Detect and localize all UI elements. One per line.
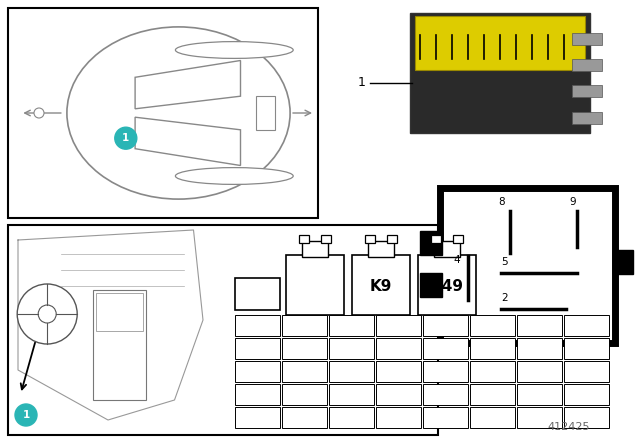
Bar xyxy=(564,361,609,382)
Bar xyxy=(564,407,609,428)
Bar xyxy=(282,315,327,336)
Bar xyxy=(418,255,476,315)
Bar xyxy=(423,315,468,336)
Text: 412425: 412425 xyxy=(547,422,590,432)
Bar xyxy=(376,407,421,428)
Bar xyxy=(517,315,562,336)
Bar xyxy=(282,361,327,382)
Bar xyxy=(564,384,609,405)
Bar xyxy=(410,13,590,133)
Text: K49: K49 xyxy=(431,279,463,294)
Bar xyxy=(329,361,374,382)
Circle shape xyxy=(38,305,56,323)
Bar xyxy=(365,235,375,243)
Bar xyxy=(440,188,615,343)
Bar xyxy=(96,293,143,332)
Bar xyxy=(235,361,280,382)
Circle shape xyxy=(17,284,77,344)
Bar xyxy=(368,241,394,257)
Bar xyxy=(376,384,421,405)
Bar xyxy=(235,407,280,428)
Bar xyxy=(572,59,602,71)
Bar xyxy=(420,232,442,255)
Bar xyxy=(329,407,374,428)
Bar xyxy=(423,361,468,382)
Bar xyxy=(282,384,327,405)
Circle shape xyxy=(115,127,137,149)
Ellipse shape xyxy=(67,27,290,199)
Bar xyxy=(470,315,515,336)
Bar xyxy=(470,384,515,405)
Text: 5: 5 xyxy=(501,257,508,267)
Bar xyxy=(302,241,328,257)
Polygon shape xyxy=(135,60,241,109)
Bar xyxy=(235,315,280,336)
Circle shape xyxy=(15,404,37,426)
Bar xyxy=(387,235,397,243)
Text: 1: 1 xyxy=(22,410,29,420)
Bar xyxy=(352,255,410,315)
Circle shape xyxy=(34,108,44,118)
Text: 2: 2 xyxy=(501,293,508,303)
Bar xyxy=(235,338,280,359)
Bar xyxy=(517,407,562,428)
Bar xyxy=(420,273,442,297)
Bar xyxy=(517,361,562,382)
Bar xyxy=(93,290,146,400)
Bar xyxy=(235,384,280,405)
Bar xyxy=(376,338,421,359)
Bar xyxy=(453,235,463,243)
Bar xyxy=(286,255,344,315)
Bar xyxy=(321,235,331,243)
Bar xyxy=(256,96,275,130)
Bar xyxy=(423,338,468,359)
Bar xyxy=(423,407,468,428)
Bar xyxy=(431,235,441,243)
Bar xyxy=(376,315,421,336)
Bar xyxy=(329,384,374,405)
Bar xyxy=(434,241,460,257)
Bar xyxy=(282,407,327,428)
Ellipse shape xyxy=(175,168,293,185)
Bar xyxy=(470,361,515,382)
Bar xyxy=(376,361,421,382)
Bar xyxy=(517,338,562,359)
Bar xyxy=(8,225,438,435)
Text: 1: 1 xyxy=(358,77,366,90)
Polygon shape xyxy=(135,117,241,165)
Text: 8: 8 xyxy=(499,197,506,207)
Bar xyxy=(415,16,585,70)
Bar xyxy=(8,8,318,218)
Bar xyxy=(572,112,602,124)
Text: 9: 9 xyxy=(569,197,576,207)
Bar xyxy=(517,384,562,405)
Bar xyxy=(282,338,327,359)
Bar xyxy=(329,338,374,359)
Bar xyxy=(572,86,602,98)
Bar xyxy=(613,250,633,274)
Text: 4: 4 xyxy=(453,254,460,265)
Ellipse shape xyxy=(175,42,293,58)
Bar xyxy=(572,33,602,45)
Bar xyxy=(470,338,515,359)
Bar xyxy=(235,278,280,310)
Bar xyxy=(423,384,468,405)
Bar xyxy=(564,315,609,336)
Text: K9: K9 xyxy=(370,279,392,294)
Bar xyxy=(470,407,515,428)
Bar xyxy=(564,338,609,359)
Bar xyxy=(299,235,309,243)
Bar xyxy=(329,315,374,336)
Text: 1: 1 xyxy=(122,133,129,143)
